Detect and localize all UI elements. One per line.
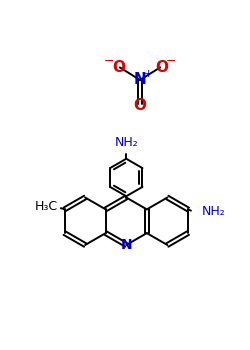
Text: N: N: [120, 238, 132, 252]
Text: −: −: [166, 55, 177, 68]
Text: −: −: [103, 55, 114, 68]
Text: O: O: [155, 60, 168, 75]
Text: NH₂: NH₂: [114, 136, 138, 149]
Text: O: O: [134, 98, 146, 112]
Text: +: +: [144, 69, 153, 79]
Text: H₃C: H₃C: [35, 200, 58, 214]
Text: O: O: [112, 60, 125, 75]
Text: N: N: [134, 72, 146, 88]
Text: NH₂: NH₂: [202, 205, 226, 218]
